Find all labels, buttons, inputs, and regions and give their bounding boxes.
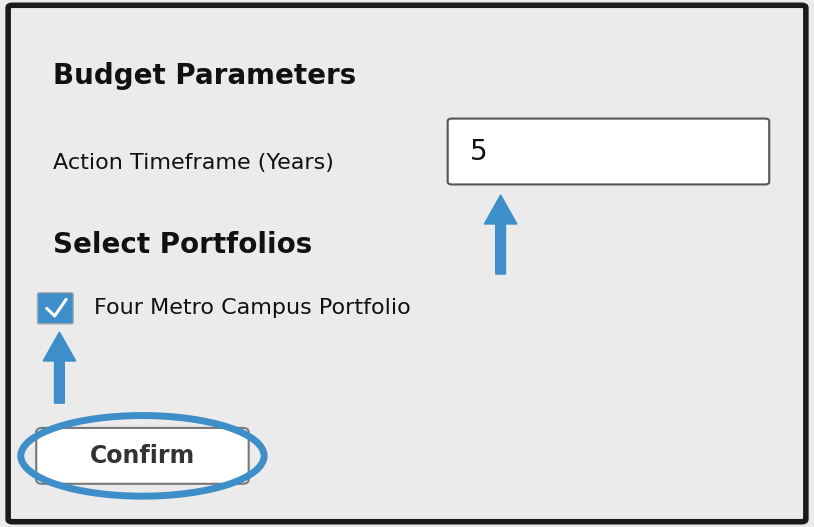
FancyArrow shape: [43, 332, 76, 403]
FancyArrow shape: [484, 195, 517, 274]
FancyBboxPatch shape: [36, 428, 249, 484]
Text: Budget Parameters: Budget Parameters: [53, 62, 357, 91]
FancyBboxPatch shape: [8, 5, 806, 522]
Text: 5: 5: [470, 138, 488, 165]
Text: Select Portfolios: Select Portfolios: [53, 231, 312, 259]
Text: Action Timeframe (Years): Action Timeframe (Years): [53, 153, 334, 173]
Text: Four Metro Campus Portfolio: Four Metro Campus Portfolio: [94, 298, 410, 318]
FancyBboxPatch shape: [448, 119, 769, 184]
FancyBboxPatch shape: [37, 292, 73, 324]
Text: Confirm: Confirm: [90, 444, 195, 468]
